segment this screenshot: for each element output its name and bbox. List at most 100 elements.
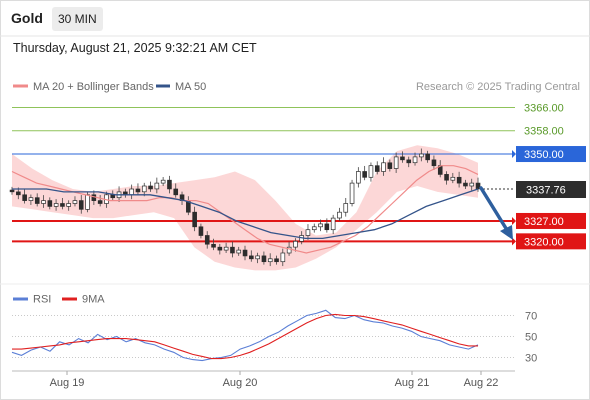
x-tick-label: Aug 19 xyxy=(50,377,85,389)
candle-body xyxy=(419,153,424,158)
level-badge-3327.00 xyxy=(516,212,586,229)
candle-body xyxy=(343,203,349,213)
candle-body xyxy=(425,153,430,161)
candle-body xyxy=(41,200,46,204)
candle-body xyxy=(475,182,481,190)
candle-body xyxy=(463,182,468,187)
x-tick-label: Aug 21 xyxy=(395,377,430,389)
ma50-line xyxy=(12,188,479,240)
candle-body xyxy=(66,203,71,207)
candle-body xyxy=(167,179,172,190)
candle-body xyxy=(444,174,449,181)
rsi-series-rsi xyxy=(11,309,479,362)
last-price-label: 3337.76 xyxy=(526,185,566,197)
level-label-3366.00: 3366.00 xyxy=(524,102,564,114)
ma20-legend-label: MA 20 + Bollinger Bands xyxy=(33,81,154,93)
candle-body xyxy=(261,255,267,263)
candle-body xyxy=(72,200,78,204)
bollinger-band-fill xyxy=(12,145,478,271)
candle-body xyxy=(34,197,40,204)
candle-body xyxy=(255,255,260,260)
candle-body xyxy=(274,258,279,263)
candle-body xyxy=(356,171,361,184)
candle-body xyxy=(192,211,197,228)
candle-body xyxy=(9,189,15,193)
candle-body xyxy=(217,246,223,251)
timeframe-badge[interactable]: 30 MIN xyxy=(52,7,103,31)
moving-averages xyxy=(11,165,479,254)
chart-header: Gold 30 MIN xyxy=(0,0,590,36)
level-badge-pointer xyxy=(512,216,516,225)
last-price-badge xyxy=(516,181,586,198)
candle-body xyxy=(280,252,286,263)
candle-body xyxy=(154,182,160,190)
ma50-legend-label: MA 50 xyxy=(175,81,206,93)
candle-body xyxy=(211,243,216,248)
candle-body xyxy=(469,182,475,187)
candle-body xyxy=(337,211,342,219)
candle-body xyxy=(431,159,437,167)
level-label-3358.00: 3358.00 xyxy=(524,126,564,138)
candle-body xyxy=(148,185,153,190)
candle-body xyxy=(60,203,65,207)
candle-body xyxy=(16,191,21,196)
credit-label: Research © 2025 Trading Central xyxy=(416,81,580,93)
candle-body xyxy=(230,246,235,254)
forecast-arrow xyxy=(479,186,513,240)
candle-body xyxy=(129,188,134,196)
candle-body xyxy=(400,156,405,161)
candle-body xyxy=(97,200,103,204)
level-label-3320.00: 3320.00 xyxy=(524,236,564,248)
x-tick-label: Aug 22 xyxy=(464,377,499,389)
candle-body xyxy=(362,171,367,178)
candle-body xyxy=(223,246,229,251)
candle-body xyxy=(204,235,210,245)
candle-body xyxy=(330,217,336,231)
candle-body xyxy=(160,179,166,184)
candle-body xyxy=(305,229,311,236)
candle-body xyxy=(406,159,412,164)
ma20-line xyxy=(11,165,479,254)
chart-datetime: Thursday, August 21, 2025 9:32:21 AM CET xyxy=(13,41,257,55)
candle-body xyxy=(22,194,27,201)
candle-body xyxy=(249,255,254,260)
candle-body xyxy=(374,165,380,172)
candle-body xyxy=(267,258,273,263)
candle-body xyxy=(393,156,399,169)
rsi-tick-label: 70 xyxy=(525,311,537,323)
rsi-panel: 70 50 30 xyxy=(11,309,537,365)
level-label-3327.00: 3327.00 xyxy=(524,216,564,228)
candle-body xyxy=(349,182,355,204)
candle-body xyxy=(381,162,386,172)
candle-body xyxy=(135,188,141,193)
candle-body xyxy=(85,194,90,210)
candle-body xyxy=(368,165,374,178)
candle-body xyxy=(450,176,456,181)
candle-body xyxy=(324,223,330,231)
candle-body xyxy=(286,246,292,254)
candle-body xyxy=(236,249,242,254)
candle-body xyxy=(387,162,393,169)
candle-body xyxy=(198,226,204,236)
candle-body xyxy=(311,226,317,231)
candle-body xyxy=(456,176,462,184)
level-badge-pointer xyxy=(512,237,516,246)
candle-body xyxy=(173,188,179,196)
candle-body xyxy=(318,223,323,228)
candle-body xyxy=(141,185,147,193)
candle-body xyxy=(78,200,84,210)
rsi-legend-label: RSI xyxy=(33,294,51,306)
bollinger-bands xyxy=(12,145,478,271)
rsi-series-9ma xyxy=(12,313,478,360)
instrument-title: Gold xyxy=(11,10,43,26)
ma9-legend-label: 9MA xyxy=(82,294,105,306)
level-badge-3320.00 xyxy=(516,233,586,250)
candle-body xyxy=(47,200,53,207)
candle-body xyxy=(242,249,248,257)
candle-body xyxy=(412,156,418,164)
candle-body xyxy=(28,197,34,201)
rsi-tick-label: 30 xyxy=(525,353,537,365)
price-levels: 3366.00 3358.00 3350.00 3327.00 3320.00 xyxy=(12,102,586,250)
x-axis-ticks: Aug 19 Aug 20 Aug 21 Aug 22 xyxy=(50,371,499,389)
